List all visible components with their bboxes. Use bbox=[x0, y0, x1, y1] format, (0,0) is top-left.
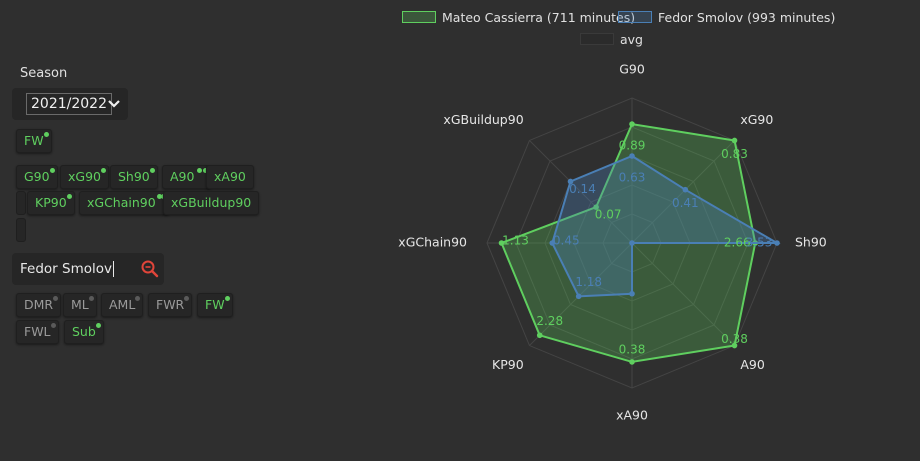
chip-stub bbox=[16, 218, 26, 242]
radar-value-label: 0.83 bbox=[721, 147, 748, 161]
metric-chip-xg90[interactable]: xG90 bbox=[60, 165, 109, 189]
radar-point bbox=[682, 186, 689, 193]
radar-point bbox=[731, 342, 738, 349]
chip-label: G90 bbox=[24, 169, 50, 184]
radar-point bbox=[498, 240, 505, 246]
radar-axis-label: Sh90 bbox=[795, 235, 827, 250]
radar-value-label: 0.89 bbox=[619, 139, 646, 153]
radar-axis-label: xG90 bbox=[740, 112, 773, 127]
radar-value-label: 0.41 bbox=[672, 196, 699, 210]
radar-point bbox=[629, 290, 635, 297]
chip-stub bbox=[16, 191, 26, 215]
radar-value-label: 1.18 bbox=[575, 275, 602, 289]
radar-value-label: 0.63 bbox=[619, 171, 646, 185]
metric-chip-xa90[interactable]: xA90 bbox=[206, 165, 254, 189]
chip-label: AML bbox=[109, 297, 136, 312]
chip-label: Sh90 bbox=[118, 169, 150, 184]
radar-value-label: 2.66 bbox=[724, 236, 751, 250]
position-chip-ml[interactable]: ML bbox=[63, 293, 97, 317]
position-chip-sub[interactable]: Sub bbox=[64, 320, 104, 344]
metric-chip-xgbuildup90[interactable]: xGBuildup90 bbox=[163, 191, 260, 215]
radar-value-label: 3.53 bbox=[746, 236, 773, 250]
chip-label: xG90 bbox=[68, 169, 101, 184]
legend-label: Mateo Cassierra (711 minutes) bbox=[442, 10, 636, 25]
chip-label: xGChain90 bbox=[87, 195, 156, 210]
radar-spoke bbox=[529, 140, 633, 244]
chevron-down-icon bbox=[108, 100, 120, 108]
position-chip-fwl[interactable]: FWL bbox=[16, 320, 59, 344]
radar-point bbox=[731, 137, 738, 144]
metric-chip-sh90[interactable]: Sh90 bbox=[110, 165, 158, 189]
legend-item-avg[interactable]: avg bbox=[580, 32, 650, 48]
radar-axis-label: KP90 bbox=[492, 357, 524, 372]
chip-label: Sub bbox=[72, 324, 96, 339]
chip-label: ML bbox=[71, 297, 89, 312]
radar-axis-label: xGChain90 bbox=[398, 235, 467, 250]
chip-label: FW bbox=[24, 133, 44, 148]
chip-label: FW bbox=[205, 297, 225, 312]
metric-chip-a90[interactable]: A90 bbox=[162, 165, 212, 189]
radar-value-label: 1.13 bbox=[502, 234, 529, 248]
radar-value-label: 0.38 bbox=[619, 342, 646, 356]
radar-point bbox=[629, 240, 635, 246]
season-select[interactable]: 2021/2022 bbox=[12, 88, 128, 120]
position-chip-fwr[interactable]: FWR bbox=[148, 293, 193, 317]
radar-value-label: 0.45 bbox=[553, 234, 580, 248]
search-icon[interactable] bbox=[140, 259, 160, 279]
radar-point bbox=[774, 240, 780, 246]
radar-value-label: 0.38 bbox=[721, 332, 748, 346]
chip-label: KP90 bbox=[35, 195, 67, 210]
radar-point bbox=[567, 178, 574, 185]
legend-swatch bbox=[618, 11, 652, 23]
legend-swatch bbox=[580, 33, 614, 45]
chip-label: xGBuildup90 bbox=[171, 195, 252, 210]
radar-point bbox=[593, 204, 599, 210]
chip-label: xA90 bbox=[214, 169, 246, 184]
radar-value-label: 0.14 bbox=[569, 182, 596, 196]
chip-label: DMR bbox=[24, 297, 54, 312]
radar-spoke bbox=[529, 242, 633, 346]
player-search-input[interactable]: Fedor Smolov bbox=[12, 253, 164, 285]
legend-swatch bbox=[402, 11, 436, 23]
legend-label: avg bbox=[620, 32, 643, 47]
search-value: Fedor Smolov bbox=[20, 261, 114, 277]
radar-axis-label: A90 bbox=[740, 357, 765, 372]
radar-point bbox=[549, 240, 556, 246]
metric-chip-xgchain90[interactable]: xGChain90 bbox=[79, 191, 169, 215]
position-chip-fw[interactable]: FW bbox=[197, 293, 233, 317]
radar-axis-label: G90 bbox=[619, 62, 645, 77]
radar-point bbox=[575, 293, 582, 300]
radar-axis-label: xGBuildup90 bbox=[443, 112, 523, 127]
radar-point bbox=[629, 121, 635, 127]
season-label: Season bbox=[20, 66, 68, 81]
radar-value-label: 2.28 bbox=[536, 314, 563, 328]
radar-spoke bbox=[631, 242, 735, 346]
radar-point bbox=[629, 153, 635, 159]
position-group-chip-fw[interactable]: FW bbox=[16, 129, 52, 153]
legend-item-player-a[interactable]: Mateo Cassierra (711 minutes) bbox=[402, 10, 635, 26]
legend-item-player-b[interactable]: Fedor Smolov (993 minutes) bbox=[618, 10, 848, 26]
chip-label: FWR bbox=[156, 297, 185, 312]
chip-label: A90 bbox=[170, 169, 195, 184]
position-chip-aml[interactable]: AML bbox=[101, 293, 144, 317]
radar-value-label: 0.07 bbox=[595, 208, 622, 222]
chip-label: FWL bbox=[24, 324, 51, 339]
metric-chip-g90[interactable]: G90 bbox=[16, 165, 58, 189]
radar-spoke bbox=[631, 140, 735, 244]
legend-label: Fedor Smolov (993 minutes) bbox=[658, 10, 836, 25]
position-chip-dmr[interactable]: DMR bbox=[16, 293, 62, 317]
radar-point bbox=[629, 359, 635, 365]
radar-point bbox=[536, 332, 543, 339]
radar-axis-label: xA90 bbox=[616, 408, 648, 423]
metric-chip-kp90[interactable]: KP90 bbox=[27, 191, 75, 215]
